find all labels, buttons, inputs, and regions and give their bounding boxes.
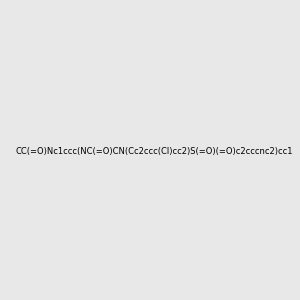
Text: CC(=O)Nc1ccc(NC(=O)CN(Cc2ccc(Cl)cc2)S(=O)(=O)c2cccnc2)cc1: CC(=O)Nc1ccc(NC(=O)CN(Cc2ccc(Cl)cc2)S(=O… [15, 147, 292, 156]
